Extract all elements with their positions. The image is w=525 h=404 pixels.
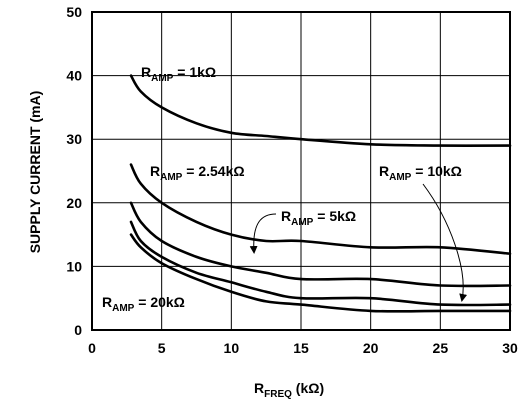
- annotation-ramp-20k-main: R: [102, 294, 112, 310]
- annotation-ramp-20k-sub: AMP: [112, 303, 135, 314]
- x-axis-title-main: R: [254, 380, 264, 396]
- annotation-ramp-10k-rest: = 10kΩ: [411, 163, 462, 179]
- series-line-2: [129, 163, 512, 255]
- annotation-ramp-1k-rest: = 1kΩ: [173, 64, 216, 80]
- x-tick-label: 5: [158, 340, 166, 356]
- annotation-ramp-5k-sub: AMP: [291, 217, 314, 228]
- svg-text:RAMP = 10kΩ: RAMP = 10kΩ: [379, 163, 462, 183]
- x-tick-label: 0: [88, 340, 96, 356]
- tick-labels: 0 5 10 15 20 25 30 0 10 20 30 40 50: [66, 4, 518, 356]
- annotation-ramp-20k: RAMP = 20kΩ: [102, 294, 185, 314]
- annotation-ramp-1k-sub: AMP: [151, 73, 174, 84]
- annotation-ramp-10k: RAMP = 10kΩ: [379, 163, 462, 183]
- annotation-ramp-2k54-sub: AMP: [160, 172, 183, 183]
- x-axis-title-sub: FREQ: [264, 389, 292, 400]
- x-tick-label: 20: [363, 340, 379, 356]
- svg-text:RFREQ (kΩ): RFREQ (kΩ): [254, 380, 324, 400]
- annotation-ramp-2k54-rest: = 2.54kΩ: [182, 163, 244, 179]
- svg-text:RAMP = 2.54kΩ: RAMP = 2.54kΩ: [150, 163, 245, 183]
- annotation-ramp-5k-rest: = 5kΩ: [313, 208, 356, 224]
- x-axis-title-unit: (kΩ): [292, 380, 324, 396]
- x-tick-label: 15: [293, 340, 309, 356]
- y-tick-label: 0: [74, 322, 82, 338]
- annotation-ramp-1k-main: R: [141, 64, 151, 80]
- arrow-5k-pointer: [249, 213, 277, 254]
- x-axis-title: RFREQ (kΩ): [254, 380, 324, 400]
- series-line-4: [129, 220, 512, 307]
- plot-frame: [91, 11, 511, 331]
- svg-text:RAMP = 20kΩ: RAMP = 20kΩ: [102, 294, 185, 314]
- y-tick-label: 20: [66, 195, 82, 211]
- annotation-ramp-5k: RAMP = 5kΩ: [281, 208, 356, 228]
- y-tick-label: 10: [66, 258, 82, 274]
- annotation-ramp-2k54-main: R: [150, 163, 160, 179]
- arrow-10k-pointer: [422, 183, 468, 302]
- annotation-ramp-20k-rest: = 20kΩ: [134, 294, 185, 310]
- annotation-ramp-1k: RAMP = 1kΩ: [141, 64, 216, 84]
- y-tick-label: 50: [66, 4, 82, 20]
- annotation-ramp-10k-main: R: [379, 163, 389, 179]
- svg-text:RAMP = 1kΩ: RAMP = 1kΩ: [141, 64, 216, 84]
- x-tick-label: 25: [433, 340, 449, 356]
- x-tick-label: 30: [502, 340, 518, 356]
- x-tick-label: 10: [224, 340, 240, 356]
- annotation-ramp-2k54: RAMP = 2.54kΩ: [150, 163, 245, 183]
- annotation-ramp-5k-main: R: [281, 208, 291, 224]
- series-line-3: [129, 201, 512, 288]
- series-line-1: [129, 74, 512, 147]
- svg-text:RAMP = 5kΩ: RAMP = 5kΩ: [281, 208, 356, 228]
- y-tick-label: 30: [66, 131, 82, 147]
- series-line-5: [129, 233, 512, 313]
- annotation-ramp-10k-sub: AMP: [389, 172, 412, 183]
- y-tick-label: 40: [66, 68, 82, 84]
- y-axis-title: SUPPLY CURRENT (mA): [27, 91, 43, 254]
- data-curves: [129, 74, 512, 313]
